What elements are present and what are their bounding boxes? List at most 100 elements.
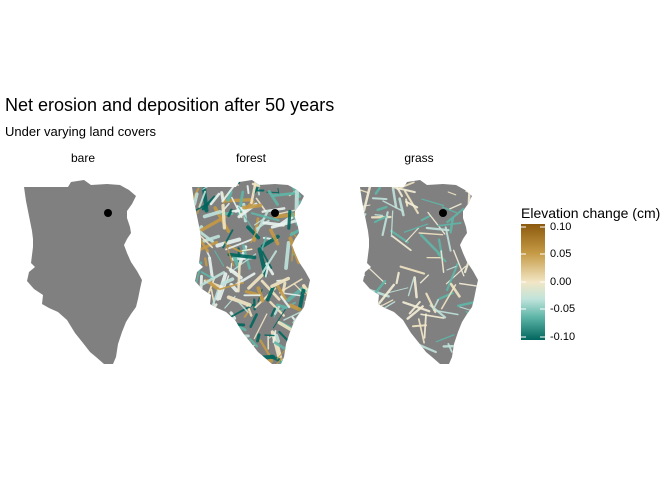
erosion-streak xyxy=(249,313,258,329)
erosion-streak xyxy=(192,348,203,355)
erosion-streak xyxy=(275,303,288,310)
erosion-streak xyxy=(391,234,412,252)
erosion-streak xyxy=(472,228,477,239)
erosion-streak xyxy=(295,209,310,223)
erosion-streak xyxy=(261,250,278,274)
erosion-streak xyxy=(419,274,430,284)
erosion-streak xyxy=(241,248,253,252)
erosion-streak xyxy=(278,301,296,312)
erosion-streak xyxy=(274,333,281,344)
erosion-streak xyxy=(376,205,388,212)
erosion-streak xyxy=(246,225,261,240)
panel-grass-map xyxy=(360,180,478,383)
erosion-streak xyxy=(192,216,196,224)
erosion-streak xyxy=(235,180,240,184)
outlet-marker-grass xyxy=(439,209,447,217)
erosion-streak xyxy=(288,342,302,351)
erosion-streak xyxy=(398,197,405,217)
erosion-streak xyxy=(437,238,443,254)
panel-bare-map xyxy=(24,180,142,364)
erosion-streak xyxy=(293,356,303,364)
erosion-streak xyxy=(220,277,235,286)
erosion-streak xyxy=(449,217,455,234)
erosion-streak xyxy=(449,282,461,298)
erosion-streak xyxy=(270,218,300,229)
erosion-streak xyxy=(419,233,443,257)
erosion-streak xyxy=(474,181,478,197)
erosion-streak xyxy=(283,310,304,321)
erosion-streak xyxy=(288,359,297,364)
erosion-streak xyxy=(204,257,208,267)
erosion-streak xyxy=(377,366,385,367)
erosion-streak xyxy=(372,182,381,188)
erosion-streak xyxy=(272,330,277,343)
erosion-streak xyxy=(360,306,366,323)
erosion-streak xyxy=(192,192,199,206)
erosion-streak xyxy=(371,345,397,364)
erosion-streak xyxy=(390,210,394,238)
erosion-streak xyxy=(227,208,233,217)
erosion-streak xyxy=(290,365,310,369)
erosion-streak xyxy=(192,261,203,266)
erosion-streak xyxy=(290,210,298,226)
erosion-streak xyxy=(364,369,369,374)
erosion-streak xyxy=(303,337,310,350)
legend-tick: 0.10 xyxy=(550,221,572,233)
erosion-streak xyxy=(284,240,291,270)
erosion-streak xyxy=(219,361,225,364)
erosion-streak xyxy=(420,313,445,319)
erosion-streak xyxy=(280,295,291,309)
erosion-streak xyxy=(377,283,396,306)
erosion-streak xyxy=(413,276,418,299)
erosion-streak xyxy=(205,328,233,336)
erosion-streak xyxy=(199,303,218,328)
legend-colorbar xyxy=(521,224,545,340)
erosion-streak xyxy=(421,198,445,207)
erosion-streak xyxy=(224,338,244,364)
erosion-streak xyxy=(447,342,453,353)
erosion-streak xyxy=(402,301,431,313)
erosion-streak xyxy=(222,334,226,349)
erosion-streak xyxy=(446,207,465,224)
erosion-streak xyxy=(270,276,290,288)
erosion-streak xyxy=(305,293,310,299)
erosion-streak xyxy=(440,250,445,273)
panel-label-forest: forest xyxy=(235,151,266,165)
erosion-streak xyxy=(291,348,309,356)
erosion-streak xyxy=(360,325,381,347)
erosion-streak xyxy=(367,353,390,364)
erosion-streak xyxy=(380,331,400,337)
erosion-streak xyxy=(192,326,199,353)
erosion-streak xyxy=(461,323,475,328)
erosion-streak xyxy=(197,180,209,190)
erosion-streak xyxy=(201,335,209,340)
erosion-streak xyxy=(407,277,415,297)
erosion-streak xyxy=(441,206,457,214)
erosion-streak xyxy=(246,185,250,195)
erosion-streak xyxy=(294,248,310,257)
erosion-streak xyxy=(211,324,214,345)
erosion-streak xyxy=(198,190,207,208)
erosion-streak xyxy=(474,287,478,298)
erosion-streak xyxy=(192,339,203,362)
erosion-streak xyxy=(360,369,380,383)
erosion-streak xyxy=(257,360,265,364)
erosion-streak xyxy=(360,335,370,341)
erosion-streak xyxy=(448,203,462,210)
erosion-streak xyxy=(202,210,222,219)
erosion-streak xyxy=(361,321,365,341)
erosion-streak xyxy=(387,287,409,294)
erosion-streak xyxy=(253,209,269,237)
erosion-streak xyxy=(242,344,255,359)
erosion-streak xyxy=(210,367,211,375)
erosion-streak xyxy=(264,265,270,278)
erosion-streak xyxy=(256,286,265,303)
erosion-streak xyxy=(247,352,261,361)
erosion-streak xyxy=(425,226,450,232)
erosion-streak xyxy=(360,252,366,277)
panel-label-bare: bare xyxy=(70,151,96,165)
erosion-streak xyxy=(228,355,235,364)
legend-tick: 0.05 xyxy=(550,248,572,260)
erosion-streak xyxy=(250,212,280,222)
erosion-streak xyxy=(467,336,476,349)
